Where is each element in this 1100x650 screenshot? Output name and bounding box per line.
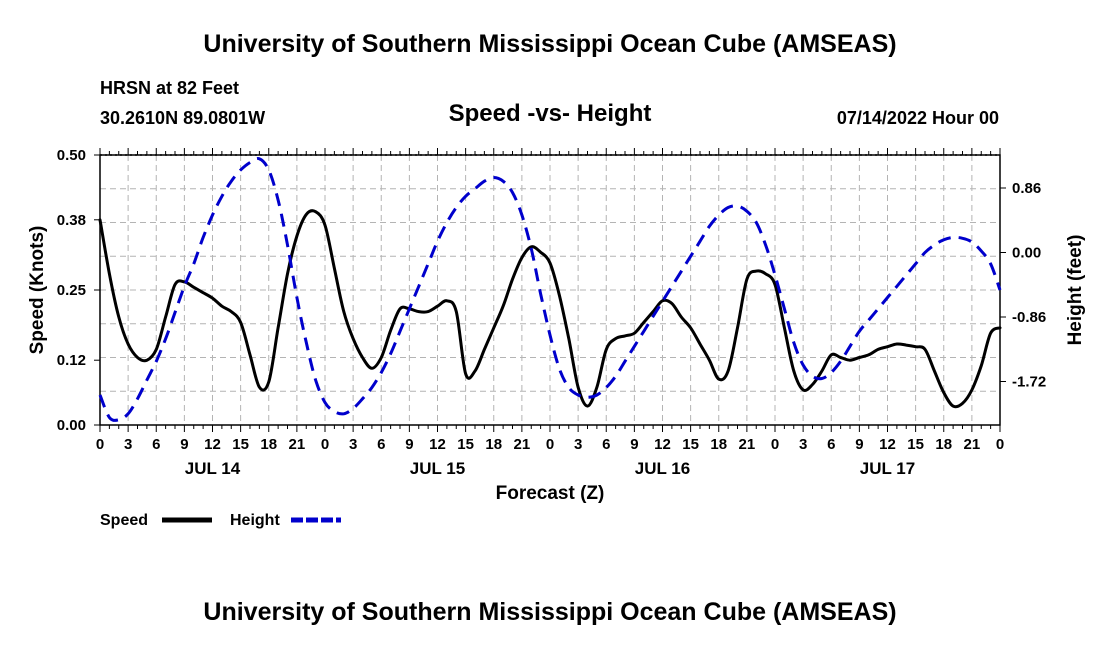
y-tick-label: 0.38 <box>57 212 86 229</box>
x-axis-title: Forecast (Z) <box>496 483 605 504</box>
x-tick-label: 0 <box>996 436 1004 453</box>
x-tick-label: 12 <box>429 436 446 453</box>
x-tick-label: 0 <box>96 436 104 453</box>
x-tick-label: 3 <box>349 436 357 453</box>
x-tick-label: 21 <box>739 436 756 453</box>
coordinates-label: 30.2610N 89.0801W <box>100 108 266 128</box>
chart-main-title: University of Southern Mississippi Ocean… <box>203 30 897 58</box>
date-label: JUL 16 <box>635 459 690 478</box>
footer-title: University of Southern Mississippi Ocean… <box>203 598 897 626</box>
x-tick-label: 9 <box>180 436 188 453</box>
chart-subtitle: Speed -vs- Height <box>448 100 652 127</box>
date-label: JUL 14 <box>185 459 241 478</box>
y2-axis-title: Height (feet) <box>1065 235 1086 346</box>
y2-tick-label: -0.86 <box>1012 309 1046 326</box>
x-tick-label: 18 <box>710 436 727 453</box>
x-tick-label: 12 <box>204 436 221 453</box>
y2-tick-label: 0.86 <box>1012 180 1041 197</box>
y-tick-label: 0.50 <box>57 147 86 164</box>
x-tick-label: 0 <box>546 436 554 453</box>
x-tick-label: 18 <box>935 436 952 453</box>
x-tick-label: 3 <box>799 436 807 453</box>
x-tick-label: 12 <box>879 436 896 453</box>
x-tick-label: 15 <box>232 436 249 453</box>
y-tick-label: 0.25 <box>57 282 86 299</box>
x-tick-label: 15 <box>457 436 474 453</box>
x-tick-label: 15 <box>907 436 924 453</box>
x-tick-label: 12 <box>654 436 671 453</box>
x-tick-label: 3 <box>574 436 582 453</box>
x-tick-label: 15 <box>682 436 699 453</box>
legend-label-speed: Speed <box>100 512 148 529</box>
x-tick-label: 6 <box>377 436 385 453</box>
x-tick-label: 6 <box>152 436 160 453</box>
x-tick-label: 6 <box>602 436 610 453</box>
series-line-speed <box>98 209 1002 409</box>
date-label: JUL 17 <box>860 459 915 478</box>
y2-tick-label: 0.00 <box>1012 245 1041 262</box>
y-axis-title: Speed (Knots) <box>27 226 48 355</box>
forecast-datetime: 07/14/2022 Hour 00 <box>836 108 999 128</box>
x-tick-label: 9 <box>630 436 638 453</box>
station-label: HRSN at 82 Feet <box>100 78 240 98</box>
legend-label-height: Height <box>230 512 280 529</box>
x-tick-label: 9 <box>405 436 413 453</box>
y-tick-label: 0.12 <box>57 352 86 369</box>
x-tick-label: 0 <box>771 436 779 453</box>
x-tick-label: 18 <box>485 436 502 453</box>
x-tick-label: 21 <box>289 436 306 453</box>
x-tick-label: 21 <box>964 436 981 453</box>
x-tick-label: 6 <box>827 436 835 453</box>
x-tick-label: 0 <box>321 436 329 453</box>
y-tick-label: 0.00 <box>57 417 86 434</box>
y2-tick-label: -1.72 <box>1012 374 1046 391</box>
x-tick-label: 18 <box>260 436 277 453</box>
x-tick-label: 21 <box>514 436 531 453</box>
date-label: JUL 15 <box>410 459 465 478</box>
series-line-height <box>98 157 1002 422</box>
x-tick-label: 3 <box>124 436 132 453</box>
x-tick-label: 9 <box>855 436 863 453</box>
